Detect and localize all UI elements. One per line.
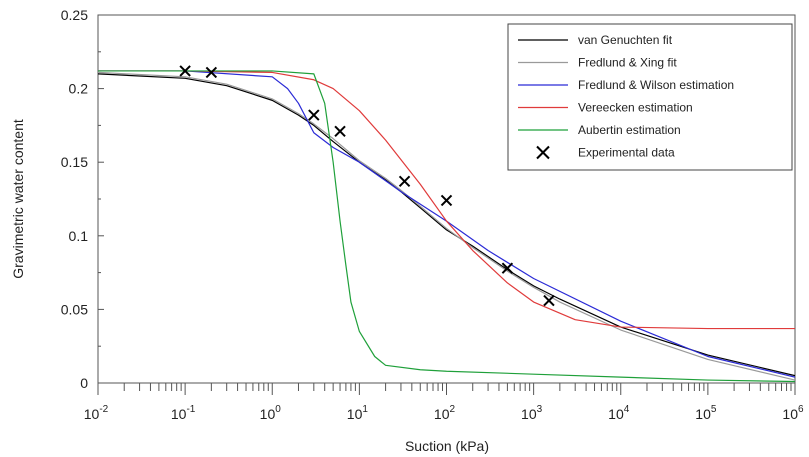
y-tick-label: 0.25 [61,7,88,23]
series-line-1 [98,71,795,381]
legend-box [507,23,793,171]
data-point-stroke-b [179,65,191,77]
data-point-stroke-b [501,262,514,274]
x-tick-exponent: 5 [711,404,717,415]
y-tick-label: 0 [80,375,88,391]
data-point-stroke-b [308,109,320,121]
y-tick-label: 0.05 [61,301,88,317]
x-tick-label: 104 [608,404,630,422]
data-point-stroke-b [440,194,453,207]
x-tick-label: 101 [347,404,369,422]
data-point [308,109,320,121]
curves [98,70,795,383]
data-point-stroke-b [543,294,555,307]
x-tick-label: 10-1 [171,404,196,422]
legend-label-1: Fredlund & Xing fit [578,56,677,70]
x-tick-exponent: 2 [450,404,456,415]
x-tick-label: 105 [695,404,717,422]
x-tick-base: 10 [171,406,187,422]
series-line-2 [98,70,795,378]
data-point-stroke-b [205,66,218,79]
legend-label-2: Fredlund & Wilson estimation [578,78,734,92]
y-tick-label: 0.15 [61,154,88,170]
data-point-stroke-b [398,175,411,188]
x-tick-base: 10 [695,406,711,422]
y-tick-label: 0.1 [69,228,89,244]
x-tick-label: 10-2 [84,404,109,422]
y-tick-label: 0.2 [69,81,89,97]
legend-label-4: Aubertin estimation [578,123,681,137]
y-axis-title: Gravimetric water content [10,119,26,279]
x-tick-label: 106 [782,404,804,422]
series-line-4 [98,70,795,383]
data-point [501,262,514,274]
legend-label-3: Vereecken estimation [578,101,693,115]
legend-label-experimental: Experimental data [578,146,675,160]
x-tick-exponent: -1 [186,404,195,415]
data-point [440,194,453,207]
x-tick-base: 10 [260,406,276,422]
x-tick-base: 10 [84,406,100,422]
x-tick-label: 100 [260,404,282,422]
x-tick-label: 103 [521,404,543,422]
x-tick-base: 10 [608,406,624,422]
experimental-points [179,65,555,307]
x-tick-base: 10 [434,406,450,422]
x-tick-exponent: -2 [99,404,108,415]
x-tick-base: 10 [347,406,363,422]
x-tick-exponent: 0 [275,404,281,415]
legend-marker-b [536,145,550,160]
legend-label-0: van Genuchten fit [578,33,673,47]
x-tick-exponent: 1 [362,404,368,415]
x-tick-label: 102 [434,404,456,422]
x-axis-title: Suction (kPa) [405,438,489,454]
series-line-3 [98,70,795,330]
data-point [543,294,555,307]
x-tick-base: 10 [782,406,798,422]
data-point [334,125,346,137]
data-point [398,175,411,188]
x-tick-exponent: 3 [537,404,543,415]
data-point [205,66,218,79]
x-tick-exponent: 6 [798,404,804,415]
data-point [179,65,191,77]
legend: van Genuchten fit Fredlund & Xing fit Fred… [507,23,793,171]
x-tick-exponent: 4 [624,404,630,415]
data-point-stroke-b [334,125,346,137]
x-tick-base: 10 [521,406,537,422]
